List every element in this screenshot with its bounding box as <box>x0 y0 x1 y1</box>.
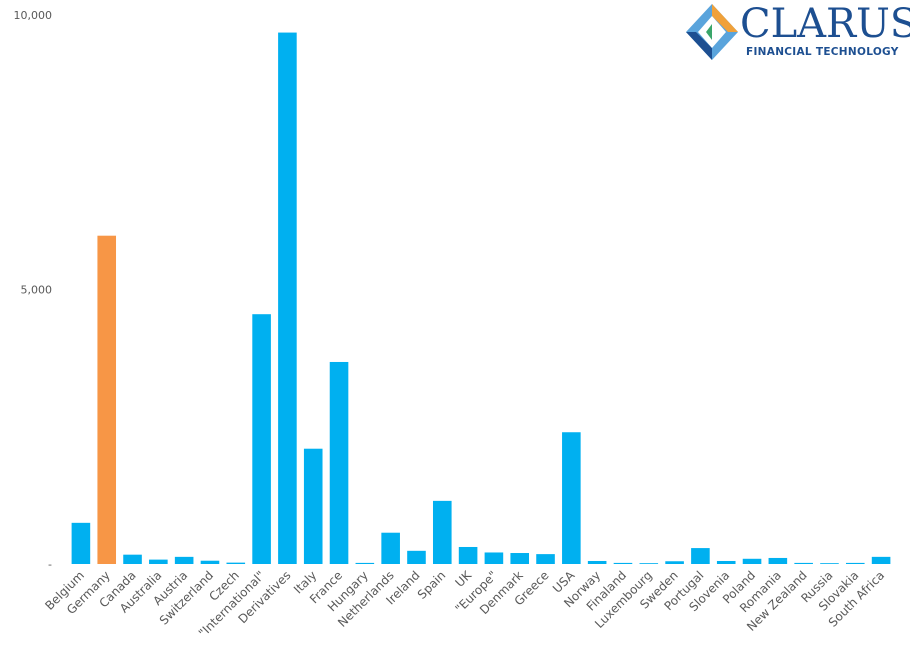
bar <box>639 563 659 564</box>
bar <box>665 561 684 564</box>
bar <box>691 548 710 564</box>
bar <box>458 546 478 564</box>
bars-group <box>71 32 891 564</box>
bar <box>587 560 607 564</box>
bar <box>174 556 194 564</box>
logo-wordmark: CLARUS <box>740 1 910 47</box>
bar <box>562 432 581 564</box>
bar <box>510 553 530 564</box>
y-tick-label: 10,000 <box>14 9 53 22</box>
bar <box>432 500 452 564</box>
bar <box>200 560 220 564</box>
bar <box>484 552 504 564</box>
x-category-label: Spain <box>415 568 449 602</box>
bar <box>278 32 297 564</box>
bar <box>252 314 271 564</box>
bar <box>123 554 142 564</box>
x-axis: BelgiumGermanyCanadaAustraliaAustriaSwit… <box>42 567 887 640</box>
bar <box>71 522 91 564</box>
logo-tagline: FINANCIAL TECHNOLOGY <box>746 46 899 58</box>
bar <box>303 448 323 564</box>
y-axis: - 5,000 10,000 <box>14 9 53 571</box>
bar <box>536 554 555 564</box>
clarus-logo: CLARUS FINANCIAL TECHNOLOGY <box>684 1 910 64</box>
bar <box>381 532 400 564</box>
bar <box>149 559 168 564</box>
bar <box>716 560 736 564</box>
bar <box>742 558 762 564</box>
bar <box>845 562 865 564</box>
y-tick-label: - <box>48 558 52 571</box>
bar <box>407 550 426 564</box>
diamond-logo-icon <box>686 4 738 60</box>
y-tick-label: 5,000 <box>21 284 53 297</box>
bar <box>768 557 788 564</box>
bar <box>226 562 246 564</box>
bar <box>97 235 117 564</box>
bar <box>329 361 349 564</box>
bar <box>613 562 633 564</box>
bar <box>820 563 839 564</box>
bar <box>355 562 375 564</box>
bar <box>794 562 813 564</box>
bar <box>871 556 891 564</box>
